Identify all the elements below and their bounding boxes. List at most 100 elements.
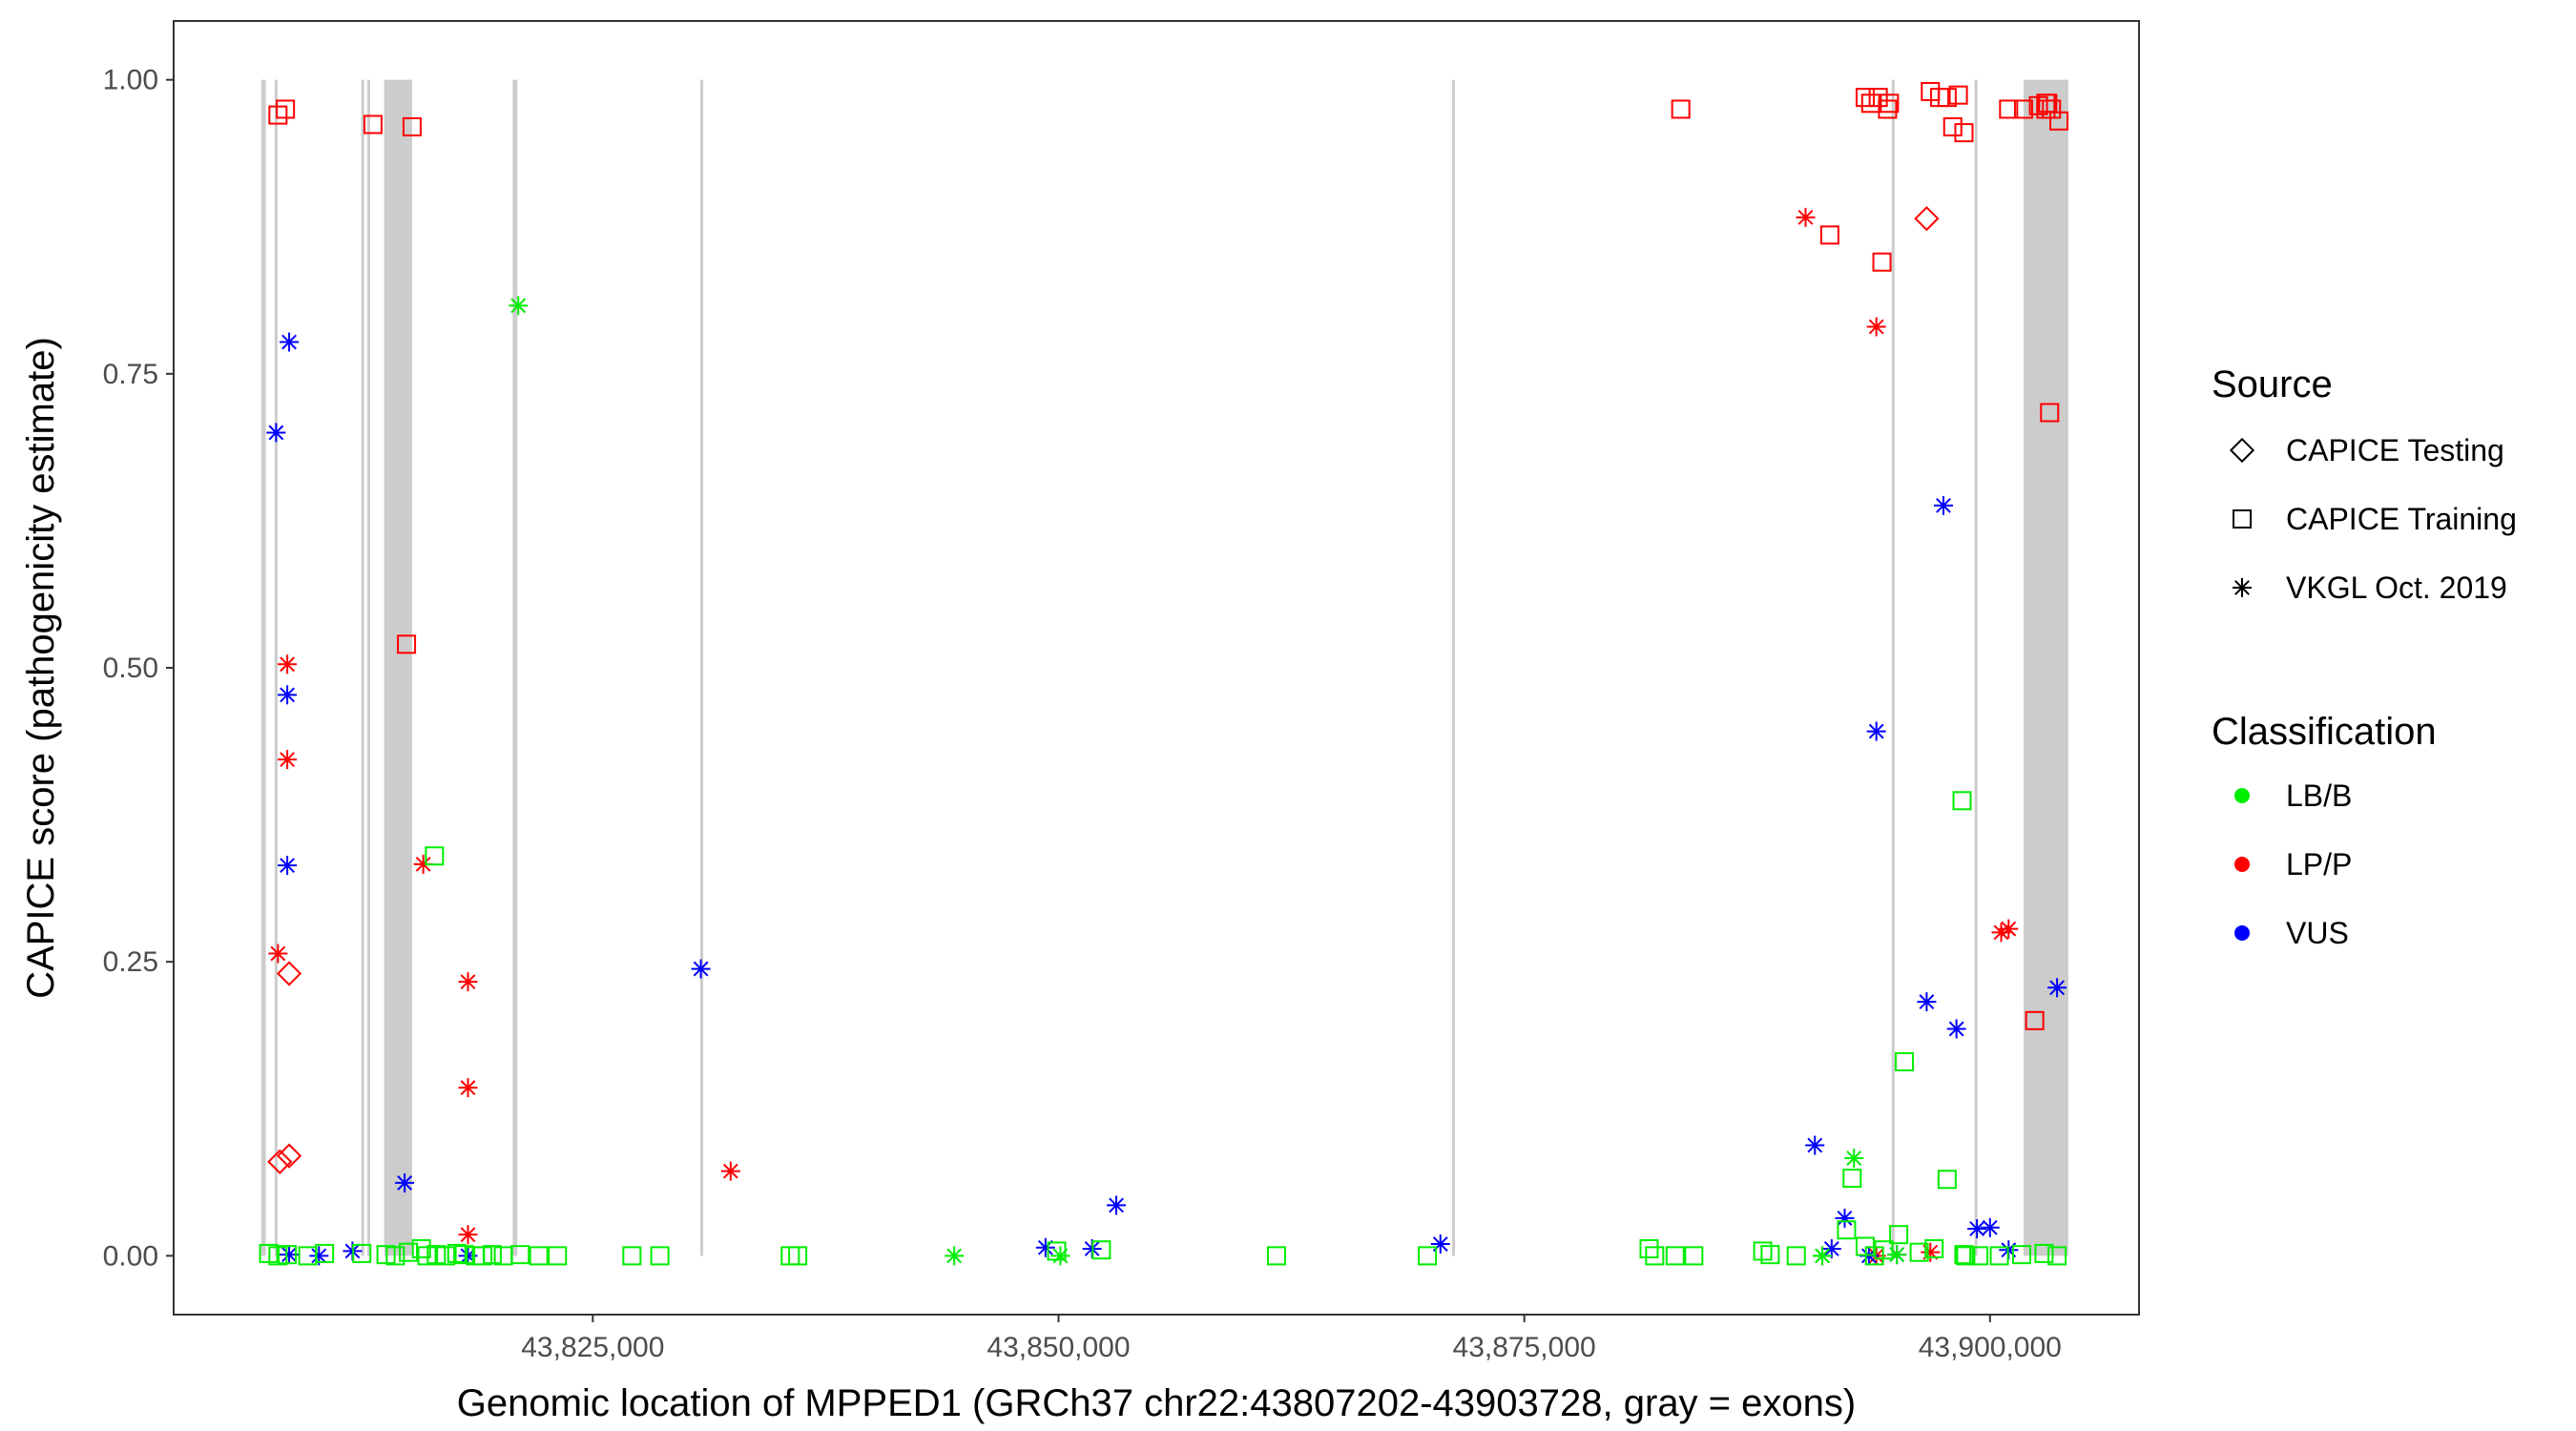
square-point	[1639, 1238, 1659, 1258]
square-point	[1880, 93, 1900, 114]
square-point	[1665, 1246, 1685, 1266]
square-point	[622, 1246, 642, 1266]
square-point	[1819, 225, 1839, 245]
square-point	[2040, 403, 2060, 423]
square-point	[2011, 1245, 2031, 1265]
square-point	[493, 1246, 513, 1266]
x-tick-label: 43,900,000	[1919, 1332, 2062, 1363]
y-tick-label: 1.00	[103, 65, 158, 96]
exon-band	[367, 79, 371, 1256]
asterisk-point	[278, 750, 298, 770]
asterisk-point	[1050, 1246, 1070, 1266]
asterisk-point	[395, 1172, 415, 1192]
asterisk-point	[1866, 721, 1886, 741]
square-point	[1954, 123, 1974, 143]
diamond-point	[2229, 437, 2255, 464]
legend-class-label: LB/B	[2286, 778, 2352, 813]
square-point	[1753, 1241, 1773, 1261]
x-tick-label: 43,825,000	[521, 1332, 664, 1363]
asterisk-point	[1866, 317, 1886, 337]
square-point	[2047, 1246, 2067, 1266]
square-point	[2233, 509, 2252, 529]
exon-band	[700, 79, 704, 1256]
exon-band	[260, 79, 266, 1256]
x-axis-title: Genomic location of MPPED1 (GRCh37 chr22…	[457, 1382, 1856, 1424]
square-point	[385, 1246, 405, 1266]
asterisk-point	[1813, 1246, 1833, 1266]
asterisk-point	[1035, 1237, 1055, 1257]
asterisk-point	[1844, 1149, 1864, 1169]
square-point	[447, 1243, 467, 1263]
legend-source-label: CAPICE Testing	[2286, 433, 2504, 467]
square-point	[1894, 1051, 1914, 1071]
square-point	[482, 1245, 502, 1265]
square-point	[1266, 1246, 1286, 1266]
y-tick-label: 0.00	[103, 1240, 158, 1272]
asterisk-point	[1946, 1019, 1966, 1039]
square-point	[397, 634, 417, 654]
square-point	[1684, 1246, 1704, 1266]
exon-bands	[260, 79, 2068, 1256]
square-point	[352, 1243, 372, 1263]
exon-band	[1891, 79, 1895, 1256]
asterisk-point	[458, 1078, 478, 1098]
exon-band	[512, 79, 518, 1256]
square-point	[1948, 85, 1968, 105]
diamond-point	[276, 961, 302, 986]
square-point	[1645, 1246, 1665, 1266]
square-point	[780, 1246, 800, 1266]
square-point	[2025, 1010, 2045, 1030]
square-point	[2049, 111, 2069, 131]
asterisk-point	[1980, 1217, 2000, 1237]
asterisk-point	[1835, 1208, 1855, 1228]
square-point	[1418, 1246, 1438, 1266]
square-point	[1842, 1169, 1862, 1189]
legend-source-label: CAPICE Training	[2286, 502, 2517, 536]
y-axis-title: CAPICE score (pathogenicity estimate)	[20, 337, 62, 999]
square-point	[276, 99, 296, 119]
square-point	[1874, 1240, 1894, 1260]
plot-panel-border	[173, 20, 2140, 1316]
square-point	[1889, 1225, 1909, 1245]
square-point	[650, 1246, 670, 1266]
asterisk-point	[2047, 978, 2067, 998]
square-point	[2034, 1243, 2054, 1263]
asterisk-point	[509, 296, 529, 316]
square-point	[1989, 1246, 2009, 1266]
axes: 0.00 0.25 0.50 0.75 1.00 43,825,000 43,850,000…	[20, 20, 2140, 1424]
legend-source-title: Source	[2212, 363, 2333, 405]
square-point	[2013, 99, 2033, 119]
square-point	[1837, 1220, 1857, 1240]
square-point	[454, 1245, 474, 1265]
asterisk-point	[278, 856, 298, 876]
square-point	[399, 1242, 419, 1262]
square-point	[1969, 1246, 1989, 1266]
legend-class-label: LP/P	[2286, 847, 2352, 881]
asterisk-point	[1887, 1245, 1907, 1265]
square-point	[1924, 1238, 1944, 1258]
legend-source-label: VKGL Oct. 2019	[2286, 570, 2507, 605]
square-point	[1855, 1236, 1875, 1256]
asterisk-point	[266, 423, 286, 443]
asterisk-point	[691, 959, 711, 979]
legend-class-swatch	[2234, 857, 2250, 872]
asterisk-point	[1107, 1195, 1127, 1215]
square-point	[1855, 88, 1875, 108]
x-tick-label: 43,875,000	[1453, 1332, 1596, 1363]
asterisk-point	[1917, 992, 1937, 1012]
asterisk-point	[2233, 578, 2252, 597]
asterisk-point	[1999, 919, 2019, 939]
square-point	[1909, 1242, 1929, 1262]
square-point	[2036, 99, 2056, 119]
legend-class-swatch	[2234, 788, 2250, 803]
square-point	[788, 1246, 808, 1266]
square-point	[268, 105, 288, 125]
square-point	[1999, 99, 2019, 119]
asterisk-point	[458, 1225, 478, 1245]
asterisk-point	[1967, 1219, 1987, 1239]
asterisk-point	[280, 332, 300, 352]
asterisk-point	[268, 944, 288, 964]
square-point	[1786, 1246, 1806, 1266]
asterisk-point	[1805, 1135, 1825, 1155]
square-point	[1952, 791, 1972, 811]
